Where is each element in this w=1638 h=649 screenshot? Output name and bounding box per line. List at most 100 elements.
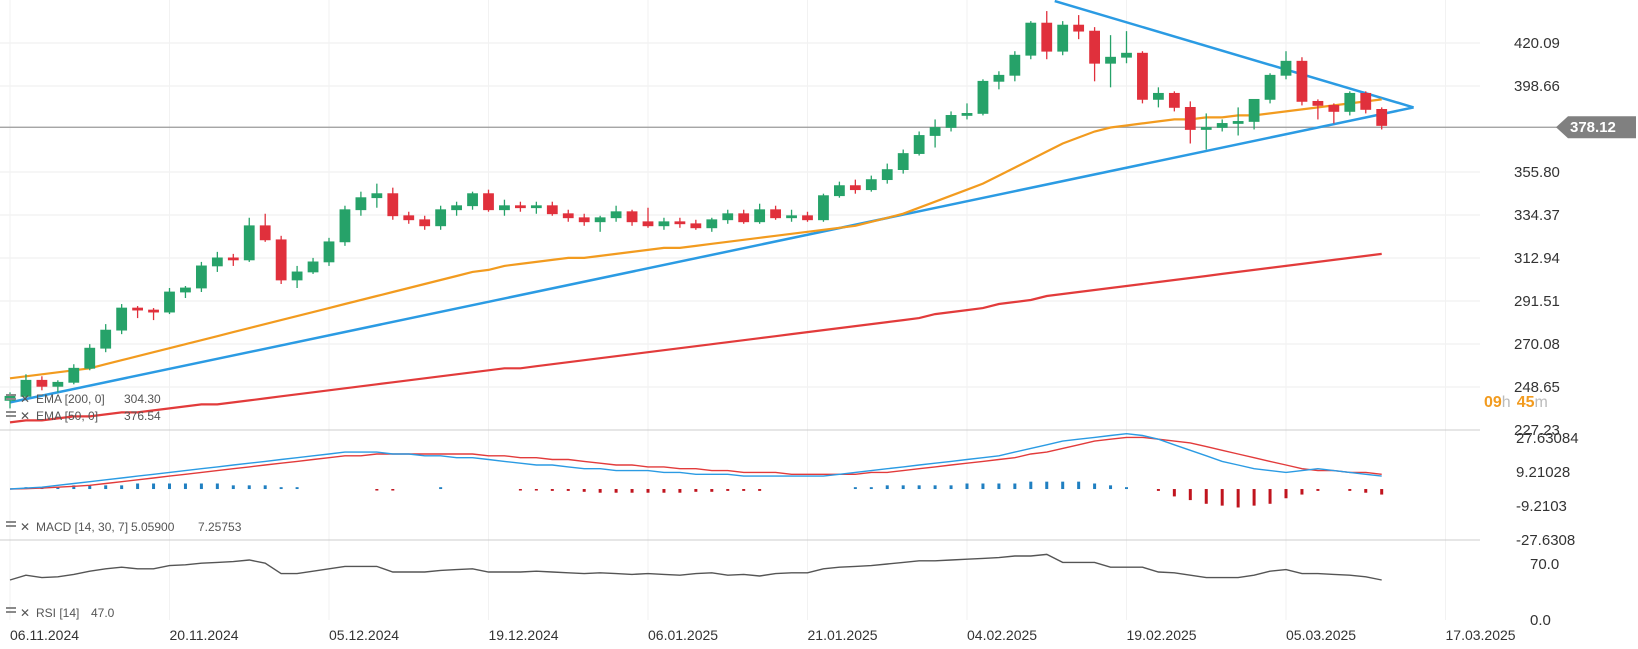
candle-body	[259, 225, 271, 241]
macd-legend-value1: 5.05900	[131, 520, 175, 534]
session-timer: 09h 45m	[1484, 394, 1548, 411]
rsi-axis-label: 0.0	[1530, 612, 1551, 629]
price-axis-label: 270.08	[1514, 336, 1560, 353]
candle-body	[594, 217, 606, 223]
close-icon[interactable]: ✕	[20, 392, 30, 406]
candle-body	[770, 209, 781, 219]
ema50-legend[interactable]: ✕ EMA [50, 0] 376.54	[6, 409, 161, 423]
candle-body	[211, 257, 223, 267]
rsi-line	[9, 553, 1382, 581]
macd-histogram-bar	[869, 487, 873, 490]
candle-body	[1344, 92, 1356, 112]
macd-histogram-bar	[518, 489, 522, 491]
candle-body	[897, 153, 909, 171]
rsi-panel	[9, 553, 1382, 581]
price-axis-label: 248.65	[1514, 379, 1560, 396]
macd-legend[interactable]: ✕ MACD [14, 30, 7] 5.05900 7.25753	[6, 520, 242, 534]
macd-histogram-bar	[1045, 481, 1049, 490]
menu-icon[interactable]	[6, 521, 16, 523]
macd-histogram-bar	[1061, 481, 1065, 490]
macd-axis-label: -9.2103	[1516, 498, 1567, 515]
macd-histogram-bar	[1109, 485, 1113, 490]
candle-body	[993, 74, 1005, 82]
macd-histogram-bar	[136, 483, 140, 490]
macd-histogram-bar	[72, 485, 76, 490]
candle-body	[738, 213, 750, 223]
macd-histogram-bar	[742, 489, 746, 491]
candle-body	[483, 193, 494, 211]
candle-body	[945, 115, 957, 128]
candle-body	[1121, 52, 1132, 58]
rsi-legend[interactable]: ✕ RSI [14] 47.0	[6, 606, 115, 620]
macd-histogram-bar	[56, 487, 60, 490]
macd-histogram-bar	[152, 483, 156, 490]
ema200-legend-value: 304.30	[124, 392, 161, 406]
rsi-legend-value: 47.0	[91, 606, 115, 620]
macd-legend-value2: 7.25753	[198, 520, 242, 534]
menu-icon[interactable]	[6, 411, 16, 413]
ema200-legend[interactable]: ✕ EMA [200, 0] 304.30	[6, 392, 161, 406]
macd-legend-label: MACD [14, 30, 7]	[36, 520, 128, 534]
macd-histogram-bar	[439, 487, 443, 490]
candle-body	[132, 307, 144, 311]
candle-body	[977, 80, 989, 114]
close-icon[interactable]: ✕	[20, 606, 30, 620]
price-axis-label: 312.94	[1514, 250, 1560, 267]
macd-histogram-bar	[391, 489, 395, 491]
candle-body	[1041, 22, 1053, 52]
timer-m: m	[1535, 394, 1548, 411]
candle-body	[323, 241, 335, 263]
close-icon[interactable]: ✕	[20, 409, 30, 423]
price-axis: 420.09 398.66 355.80 334.37 312.94 291.51 270.…	[1514, 35, 1579, 629]
ema50-legend-value: 376.54	[124, 409, 161, 423]
date-axis-label: 17.03.2025	[1446, 627, 1516, 643]
candle-body	[674, 221, 686, 225]
macd-histogram-bar	[758, 489, 762, 491]
candle-body	[1376, 109, 1388, 126]
macd-histogram-bar	[710, 489, 714, 492]
candle-body	[387, 193, 399, 217]
candle-body	[515, 205, 526, 209]
grid	[0, 0, 1560, 620]
candle-body	[786, 215, 797, 219]
macd-histogram-bar	[885, 485, 889, 490]
macd-histogram-bar	[215, 483, 219, 490]
ema50-legend-label: EMA [50, 0]	[36, 409, 98, 423]
macd-histogram-bar	[1029, 481, 1033, 490]
candle-body	[307, 261, 319, 273]
candle-body	[1009, 54, 1021, 76]
candle-body	[1057, 24, 1069, 52]
candle-body	[1073, 24, 1085, 32]
candle-body	[451, 205, 463, 211]
macd-histogram-bar	[662, 489, 666, 493]
candle-body	[1184, 106, 1196, 130]
candle-body	[1200, 127, 1212, 130]
macd-histogram-bar	[997, 483, 1001, 490]
candle-body	[195, 265, 207, 289]
candle-body	[1232, 121, 1244, 124]
candle-body	[818, 195, 829, 221]
timer-h: h	[1502, 394, 1511, 411]
macd-histogram-bar	[917, 485, 921, 490]
macd-histogram-bar	[678, 489, 682, 493]
macd-histogram-bar	[566, 489, 570, 491]
candle-body	[243, 225, 255, 261]
menu-icon[interactable]	[6, 607, 16, 609]
candle-body	[546, 205, 558, 215]
menu-icon[interactable]	[6, 394, 16, 396]
price-axis-label: 398.66	[1514, 78, 1560, 95]
close-icon[interactable]: ✕	[20, 520, 30, 534]
date-axis-label: 04.02.2025	[967, 627, 1037, 643]
candle-body	[881, 169, 893, 181]
candle-body	[1328, 104, 1340, 112]
macd-histogram-bar	[614, 489, 618, 493]
price-axis-label: 355.80	[1514, 164, 1560, 181]
macd-histogram-bar	[183, 483, 187, 490]
candle-body	[562, 213, 574, 219]
rsi-axis-label: 70.0	[1530, 556, 1559, 573]
candle-body	[180, 287, 191, 293]
price-tag-shape	[1556, 116, 1636, 139]
candle-body	[227, 257, 239, 261]
macd-histogram-bar	[1316, 489, 1320, 491]
